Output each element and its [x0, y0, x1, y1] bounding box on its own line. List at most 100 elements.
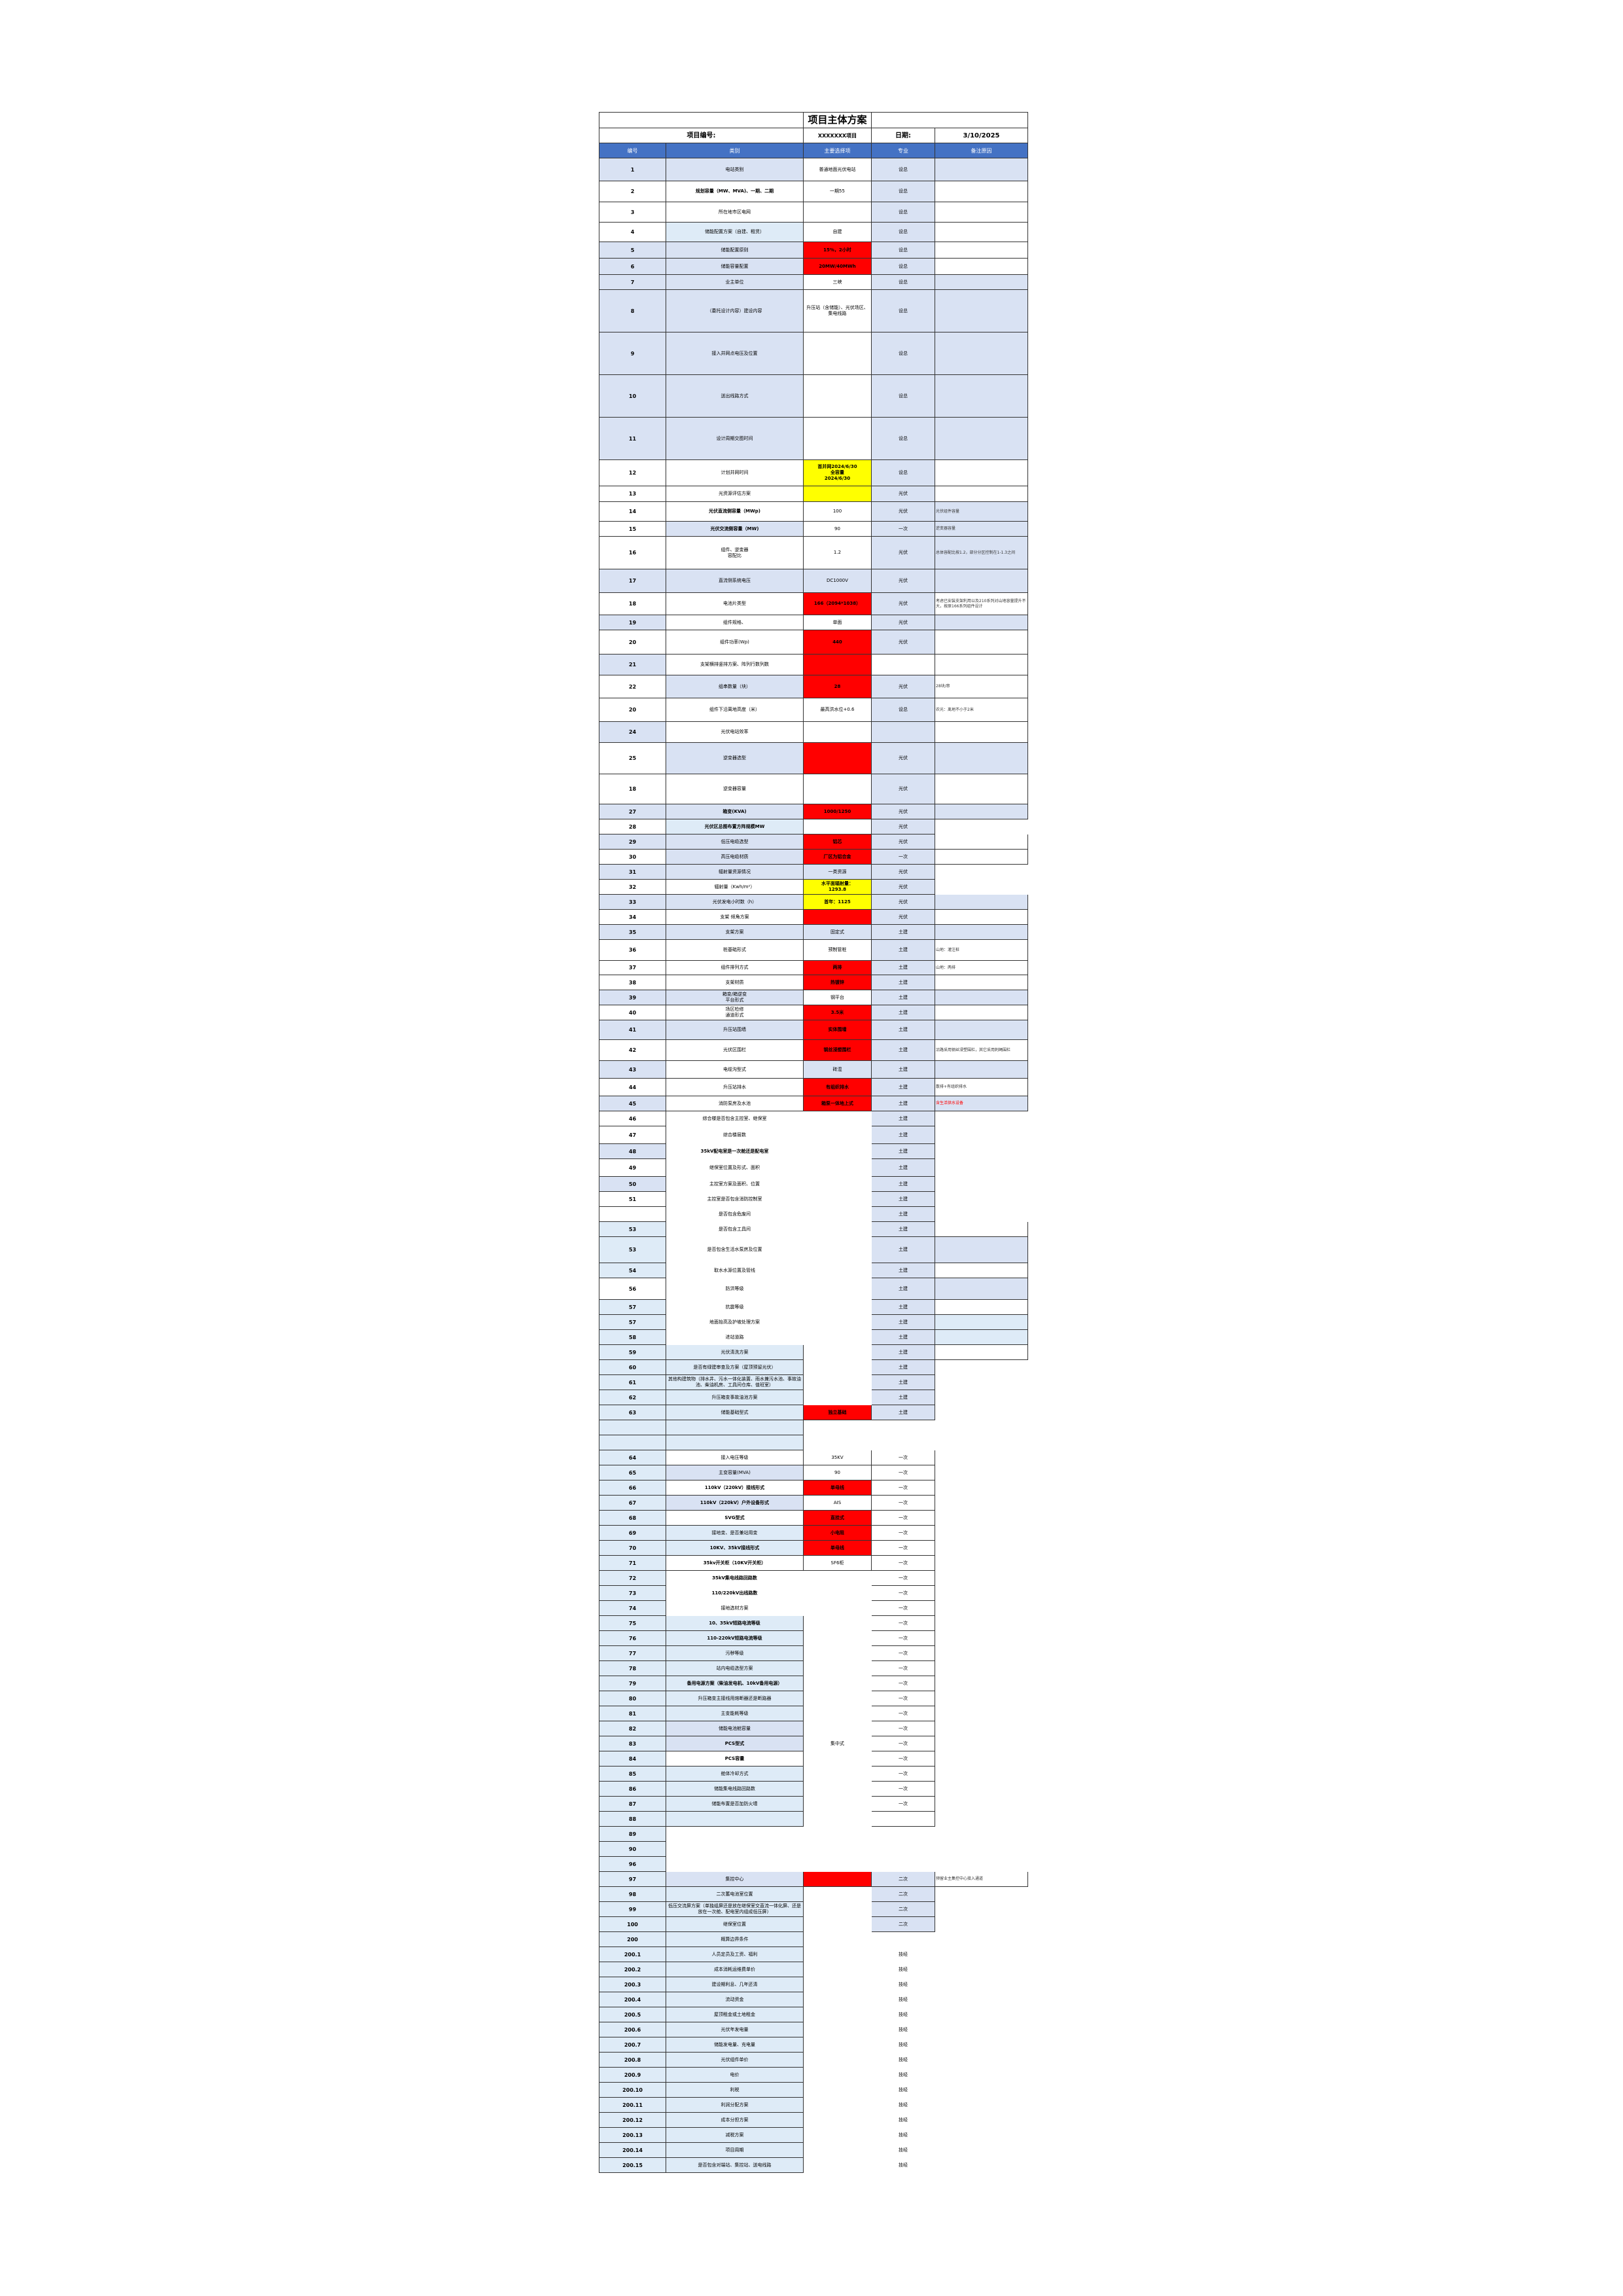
row-remark[interactable] — [935, 630, 1028, 655]
row-main-choice[interactable] — [804, 1767, 872, 1782]
row-remark[interactable] — [935, 1314, 1028, 1330]
row-main-choice[interactable] — [804, 1420, 872, 1435]
row-main-choice[interactable] — [804, 1237, 872, 1263]
row-remark[interactable] — [935, 1005, 1028, 1020]
row-main-choice[interactable]: 有组织排水 — [803, 1078, 872, 1096]
row-remark[interactable] — [935, 2128, 1028, 2143]
row-main-choice[interactable] — [804, 1111, 872, 1126]
row-main-choice[interactable] — [804, 1192, 872, 1207]
row-main-choice[interactable] — [804, 1962, 872, 1977]
row-main-choice[interactable] — [804, 1345, 872, 1360]
row-main-choice[interactable]: 166（2094*1038） — [803, 592, 872, 615]
row-remark[interactable] — [935, 654, 1028, 675]
row-main-choice[interactable] — [804, 1263, 872, 1278]
row-remark[interactable] — [935, 1797, 1028, 1812]
row-remark[interactable] — [935, 834, 1028, 850]
row-remark[interactable]: 含生活供水设备 — [935, 1096, 1028, 1111]
row-main-choice[interactable]: 一期55 — [803, 181, 872, 202]
row-main-choice[interactable] — [804, 1126, 872, 1144]
row-main-choice[interactable] — [804, 2128, 872, 2143]
row-remark[interactable] — [935, 880, 1028, 895]
row-remark[interactable] — [935, 1450, 1028, 1465]
row-remark[interactable] — [935, 1060, 1028, 1079]
row-main-choice[interactable]: 最高洪水位+0.6 — [803, 698, 872, 722]
row-remark[interactable]: 散排+有组织排水 — [935, 1078, 1028, 1096]
row-remark[interactable] — [935, 924, 1028, 940]
row-remark[interactable] — [935, 2037, 1028, 2053]
row-remark[interactable] — [935, 1661, 1028, 1676]
row-remark[interactable] — [935, 1375, 1028, 1390]
row-main-choice[interactable] — [804, 1315, 872, 1330]
row-main-choice[interactable]: 实体围墙 — [803, 1020, 872, 1040]
row-main-choice[interactable] — [804, 1360, 872, 1375]
row-main-choice[interactable] — [804, 1932, 872, 1947]
row-main-choice[interactable] — [803, 654, 872, 675]
row-main-choice[interactable]: 一类资源 — [803, 864, 872, 880]
row-main-choice[interactable] — [804, 1390, 872, 1405]
row-remark[interactable] — [935, 1782, 1028, 1797]
row-main-choice[interactable]: 90 — [803, 521, 872, 537]
row-remark[interactable]: 沿路采用钢丝浸塑围栏，其它采用刺绳围栏 — [935, 1039, 1028, 1061]
row-remark[interactable] — [935, 242, 1028, 259]
row-main-choice[interactable]: 440 — [803, 630, 872, 655]
row-main-choice[interactable] — [804, 2098, 872, 2113]
date-value[interactable]: 3/10/2025 — [935, 128, 1028, 143]
row-main-choice[interactable] — [804, 1691, 872, 1706]
row-remark[interactable] — [935, 274, 1028, 290]
row-remark[interactable] — [935, 1435, 1028, 1450]
row-remark[interactable] — [935, 569, 1028, 593]
row-remark[interactable] — [935, 2068, 1028, 2083]
row-remark[interactable] — [935, 1405, 1028, 1420]
row-main-choice[interactable]: 箱泵一体地上式 — [803, 1096, 872, 1111]
row-remark[interactable] — [935, 990, 1028, 1005]
row-remark[interactable]: 农光：离地不小于2米 — [935, 698, 1028, 722]
row-main-choice[interactable] — [804, 1300, 872, 1315]
row-main-choice[interactable] — [804, 2037, 872, 2053]
row-main-choice[interactable]: 三峡 — [803, 274, 872, 290]
row-main-choice[interactable] — [804, 1661, 872, 1676]
row-main-choice[interactable] — [804, 1797, 872, 1812]
row-main-choice[interactable]: 钢丝浸塑围栏 — [803, 1039, 872, 1061]
row-remark[interactable] — [935, 332, 1028, 375]
row-remark[interactable] — [935, 158, 1028, 181]
row-main-choice[interactable] — [803, 909, 872, 925]
row-remark[interactable] — [935, 222, 1028, 242]
row-main-choice[interactable] — [804, 1207, 872, 1222]
row-remark[interactable] — [935, 1706, 1028, 1721]
row-remark[interactable] — [935, 849, 1028, 865]
row-main-choice[interactable]: 1.2 — [803, 536, 872, 569]
row-remark[interactable] — [935, 1360, 1028, 1375]
row-main-choice[interactable] — [804, 1601, 872, 1616]
row-main-choice[interactable]: 90 — [803, 1465, 872, 1480]
row-remark[interactable] — [935, 1496, 1028, 1511]
row-main-choice[interactable]: 1000/1250 — [803, 804, 872, 819]
row-main-choice[interactable]: SF6柜 — [803, 1555, 872, 1571]
row-main-choice[interactable] — [804, 1917, 872, 1932]
row-remark[interactable] — [935, 1767, 1028, 1782]
row-remark[interactable] — [935, 1420, 1028, 1435]
row-main-choice[interactable] — [804, 1646, 872, 1661]
row-remark[interactable] — [935, 1571, 1028, 1586]
row-remark[interactable] — [935, 1812, 1028, 1827]
row-main-choice[interactable] — [803, 1871, 872, 1887]
row-remark[interactable] — [935, 1207, 1028, 1222]
row-main-choice[interactable] — [804, 1222, 872, 1237]
row-remark[interactable] — [935, 1736, 1028, 1751]
row-main-choice[interactable] — [803, 417, 872, 460]
row-main-choice[interactable] — [804, 1586, 872, 1601]
row-main-choice[interactable]: 28 — [803, 675, 872, 698]
row-remark[interactable] — [935, 975, 1028, 990]
row-remark[interactable] — [935, 1329, 1028, 1345]
row-remark[interactable] — [935, 1126, 1028, 1144]
project-number-value[interactable]: XXXXXXX项目 — [803, 128, 872, 143]
row-main-choice[interactable] — [804, 1751, 872, 1767]
row-main-choice[interactable] — [804, 1330, 872, 1345]
row-remark[interactable] — [935, 1221, 1028, 1237]
row-remark[interactable] — [935, 1646, 1028, 1661]
row-main-choice[interactable]: 热镀锌 — [803, 975, 872, 990]
row-main-choice[interactable]: 砖混 — [803, 1060, 872, 1079]
row-remark[interactable] — [935, 1177, 1028, 1192]
row-remark[interactable] — [935, 1541, 1028, 1556]
row-main-choice[interactable]: 单母线 — [803, 1480, 872, 1496]
row-remark[interactable] — [935, 1159, 1028, 1177]
